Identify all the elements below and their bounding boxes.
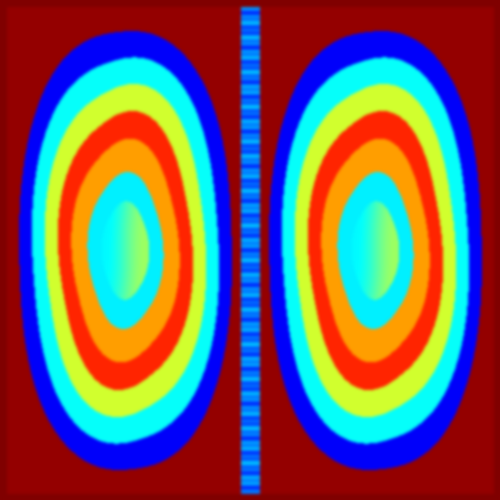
visualization-frame xyxy=(0,0,500,500)
vortex-field-canvas xyxy=(0,0,500,500)
